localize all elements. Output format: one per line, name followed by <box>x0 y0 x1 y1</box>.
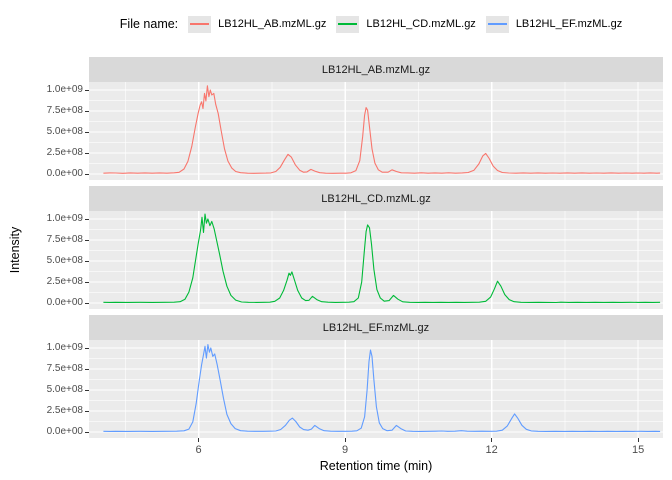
legend-item-2: LB12HL_CD.mzML.gz <box>336 15 476 33</box>
legend-item-label: LB12HL_EF.mzML.gz <box>515 18 623 30</box>
x-tick-mark <box>637 438 639 442</box>
legend-key-line-icon <box>190 23 210 25</box>
legend-key-1 <box>188 15 212 33</box>
chromatogram-line <box>103 85 661 174</box>
y-tick-label: 7.5e+08 <box>46 234 83 245</box>
panel-plot-svg <box>89 211 663 309</box>
x-tick-label: 9 <box>342 444 349 456</box>
y-tick-label: 5.0e+08 <box>46 255 83 266</box>
y-tick-mark <box>85 152 89 154</box>
legend-key-2 <box>336 15 360 33</box>
y-tick-label: 7.5e+08 <box>46 105 83 116</box>
y-tick-label: 7.5e+08 <box>46 363 83 374</box>
facet-strip: LB12HL_EF.mzML.gz <box>89 315 663 340</box>
facet-strip: LB12HL_CD.mzML.gz <box>89 186 663 211</box>
x-axis-title: Retention time (min) <box>319 459 433 473</box>
facet-panel <box>89 82 663 180</box>
y-tick-mark <box>85 173 89 175</box>
y-tick-label: 5.0e+08 <box>46 126 83 137</box>
x-tick-label: 12 <box>485 444 498 456</box>
legend-key-line-icon <box>487 23 507 25</box>
y-tick-label: 0.0e+00 <box>46 297 83 308</box>
legend-key-3 <box>485 15 509 33</box>
y-tick-mark <box>85 110 89 112</box>
panel-plot-svg <box>89 340 663 438</box>
y-tick-mark <box>85 431 89 433</box>
y-tick-label: 1.0e+09 <box>46 342 83 353</box>
facet-strip-label: LB12HL_CD.mzML.gz <box>321 192 431 205</box>
legend-item-1: LB12HL_AB.mzML.gz <box>188 15 327 33</box>
y-tick-label: 2.5e+08 <box>46 405 83 416</box>
y-tick-mark <box>85 239 89 241</box>
y-tick-mark <box>85 218 89 220</box>
x-tick-mark <box>198 438 200 442</box>
x-tick-label: 15 <box>631 444 645 456</box>
panel-plot-svg <box>89 82 663 180</box>
legend: File name: LB12HL_AB.mzML.gz LB12HL_CD.mz… <box>89 13 663 35</box>
y-tick-mark <box>85 347 89 349</box>
y-tick-mark <box>85 410 89 412</box>
y-tick-label: 2.5e+08 <box>46 276 83 287</box>
y-tick-mark <box>85 302 89 304</box>
facet-panel <box>89 340 663 438</box>
y-tick-mark <box>85 389 89 391</box>
y-tick-label: 1.0e+09 <box>46 84 83 95</box>
y-tick-label: 0.0e+00 <box>46 168 83 179</box>
legend-key-line-icon <box>338 23 358 25</box>
x-tick-mark <box>344 438 346 442</box>
y-tick-mark <box>85 368 89 370</box>
legend-item-3: LB12HL_EF.mzML.gz <box>485 15 623 33</box>
y-tick-label: 0.0e+00 <box>46 426 83 437</box>
x-tick-mark <box>491 438 493 442</box>
x-tick-label: 6 <box>195 444 202 456</box>
legend-item-label: LB12HL_CD.mzML.gz <box>366 18 476 30</box>
y-axis-title: Intensity <box>8 226 22 274</box>
y-tick-mark <box>85 131 89 133</box>
y-tick-mark <box>85 89 89 91</box>
y-tick-label: 5.0e+08 <box>46 384 83 395</box>
y-tick-label: 1.0e+09 <box>46 213 83 224</box>
facet-strip-label: LB12HL_AB.mzML.gz <box>321 63 431 76</box>
facet-panel <box>89 211 663 309</box>
y-tick-mark <box>85 281 89 283</box>
facet-strip-label: LB12HL_EF.mzML.gz <box>322 321 430 334</box>
facet-strip: LB12HL_AB.mzML.gz <box>89 57 663 82</box>
y-tick-label: 2.5e+08 <box>46 147 83 158</box>
chromatogram-line <box>103 344 661 432</box>
chromatogram-line <box>103 213 661 304</box>
legend-title: File name: <box>119 17 179 31</box>
y-tick-mark <box>85 260 89 262</box>
legend-item-label: LB12HL_AB.mzML.gz <box>218 18 327 30</box>
